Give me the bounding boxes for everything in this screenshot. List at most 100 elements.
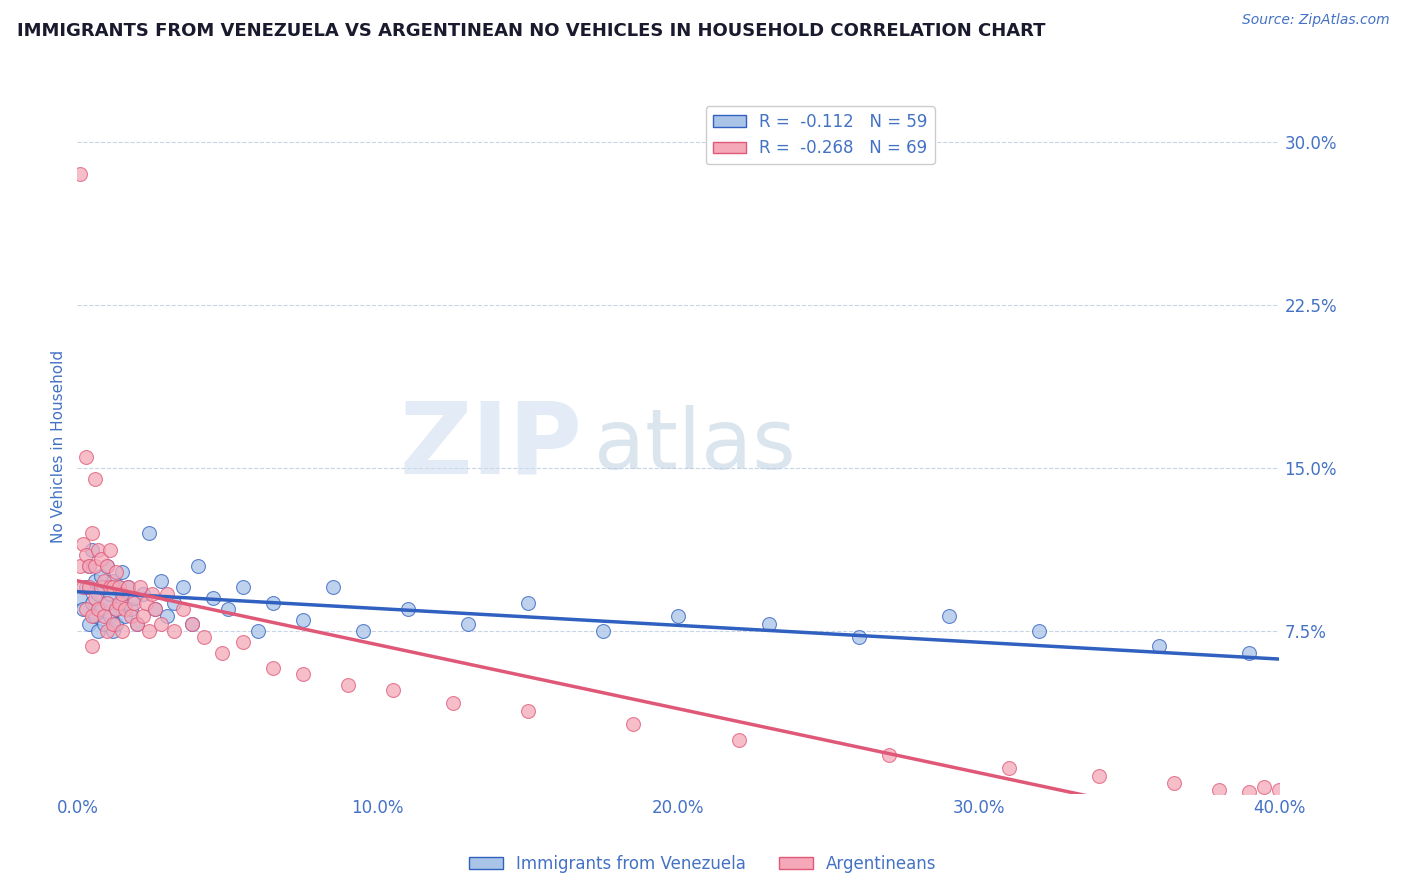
Point <box>291 667 314 681</box>
Point <box>87 624 110 638</box>
Point <box>877 747 900 762</box>
Point <box>111 596 134 610</box>
Point <box>187 558 209 573</box>
Point <box>232 580 254 594</box>
Text: atlas: atlas <box>595 406 796 486</box>
Point <box>79 617 101 632</box>
Point <box>75 548 97 562</box>
Point <box>82 526 104 541</box>
Point <box>441 696 464 710</box>
Point <box>150 574 173 588</box>
Text: ZIP: ZIP <box>399 398 582 494</box>
Point <box>291 613 314 627</box>
Point <box>114 602 136 616</box>
Point <box>72 580 94 594</box>
Point <box>82 639 104 653</box>
Point <box>172 602 194 616</box>
Point <box>82 608 104 623</box>
Point <box>145 602 167 616</box>
Point <box>75 450 97 464</box>
Point <box>105 565 128 579</box>
Point <box>156 587 179 601</box>
Point <box>172 580 194 594</box>
Point <box>1028 624 1050 638</box>
Point <box>90 602 112 616</box>
Point <box>758 617 780 632</box>
Point <box>127 617 149 632</box>
Point <box>108 596 131 610</box>
Point <box>1239 646 1261 660</box>
Point <box>127 617 149 632</box>
Point <box>1239 785 1261 799</box>
Point <box>105 602 128 616</box>
Point <box>103 574 125 588</box>
Point <box>96 558 118 573</box>
Point <box>100 608 122 623</box>
Point <box>96 624 118 638</box>
Point <box>75 580 97 594</box>
Point <box>90 580 112 594</box>
Point <box>621 717 644 731</box>
Point <box>105 617 128 632</box>
Point <box>262 596 284 610</box>
Point <box>72 602 94 616</box>
Text: Source: ZipAtlas.com: Source: ZipAtlas.com <box>1241 13 1389 28</box>
Point <box>90 569 112 583</box>
Point <box>84 608 107 623</box>
Point <box>124 591 146 606</box>
Point <box>150 617 173 632</box>
Point <box>193 630 215 644</box>
Point <box>117 580 139 594</box>
Point <box>1208 782 1230 797</box>
Point <box>93 580 115 594</box>
Point <box>180 617 202 632</box>
Point <box>100 543 122 558</box>
Point <box>336 678 359 692</box>
Point <box>1149 639 1171 653</box>
Point <box>103 624 125 638</box>
Point <box>84 558 107 573</box>
Point <box>87 543 110 558</box>
Point <box>180 617 202 632</box>
Point <box>111 565 134 579</box>
Point <box>517 596 540 610</box>
Text: IMMIGRANTS FROM VENEZUELA VS ARGENTINEAN NO VEHICLES IN HOUSEHOLD CORRELATION CH: IMMIGRANTS FROM VENEZUELA VS ARGENTINEAN… <box>17 22 1046 40</box>
Point <box>93 617 115 632</box>
Point <box>352 624 374 638</box>
Point <box>232 634 254 648</box>
Point <box>72 537 94 551</box>
Point <box>727 732 749 747</box>
Point <box>96 596 118 610</box>
Point <box>124 596 146 610</box>
Point <box>848 630 870 644</box>
Point <box>998 761 1021 775</box>
Point <box>82 596 104 610</box>
Point <box>75 602 97 616</box>
Point <box>162 596 184 610</box>
Point <box>129 580 152 594</box>
Point <box>668 608 690 623</box>
Point <box>84 472 107 486</box>
Point <box>322 580 344 594</box>
Point <box>1253 780 1275 795</box>
Point <box>93 574 115 588</box>
Point <box>105 602 128 616</box>
Point <box>138 624 160 638</box>
Point <box>100 580 122 594</box>
Point <box>156 608 179 623</box>
Point <box>111 624 134 638</box>
Point <box>201 591 224 606</box>
Point <box>108 580 131 594</box>
Point <box>111 587 134 601</box>
Point <box>138 526 160 541</box>
Point <box>162 624 184 638</box>
Point <box>100 587 122 601</box>
Point <box>69 591 91 606</box>
Point <box>90 552 112 566</box>
Point <box>117 580 139 594</box>
Point <box>84 574 107 588</box>
Point <box>381 682 404 697</box>
Point <box>79 558 101 573</box>
Point <box>87 602 110 616</box>
Point <box>938 608 960 623</box>
